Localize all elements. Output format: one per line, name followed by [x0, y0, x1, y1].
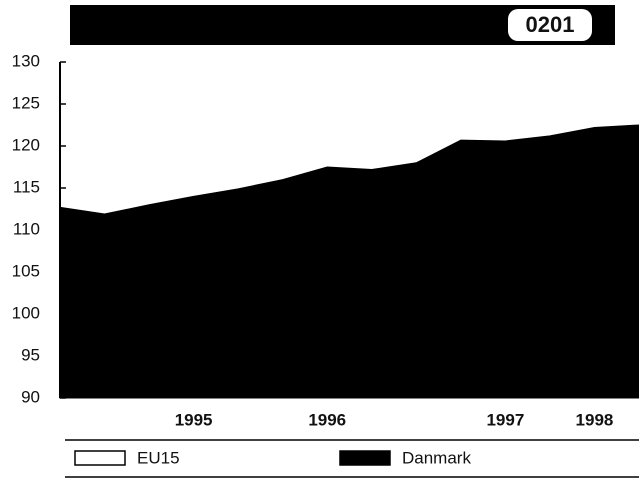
x-tick-label: 1995	[175, 410, 213, 429]
area	[59, 124, 639, 399]
legend-label: EU15	[137, 448, 180, 467]
y-tick-label: 105	[12, 261, 40, 280]
y-tick-label: 130	[12, 51, 40, 70]
y-tick-label: 115	[13, 177, 40, 196]
code-box	[508, 9, 592, 41]
y-tick-label: 100	[12, 303, 40, 322]
x-tick-label: 1996	[308, 410, 346, 429]
y-tick-label: 125	[12, 93, 40, 112]
y-tick-label: 120	[12, 135, 40, 154]
y-tick-label: 90	[21, 387, 40, 406]
legend-label: Danmark	[402, 448, 471, 467]
legend-swatch	[74, 450, 126, 466]
x-tick-label: 1997	[486, 410, 524, 429]
y-tick-label: 95	[21, 345, 40, 364]
y-tick-label: 110	[13, 219, 40, 238]
chart-title: 0201	[526, 12, 575, 37]
x-tick-label: 1998	[576, 410, 614, 429]
legend-swatch	[339, 450, 391, 466]
